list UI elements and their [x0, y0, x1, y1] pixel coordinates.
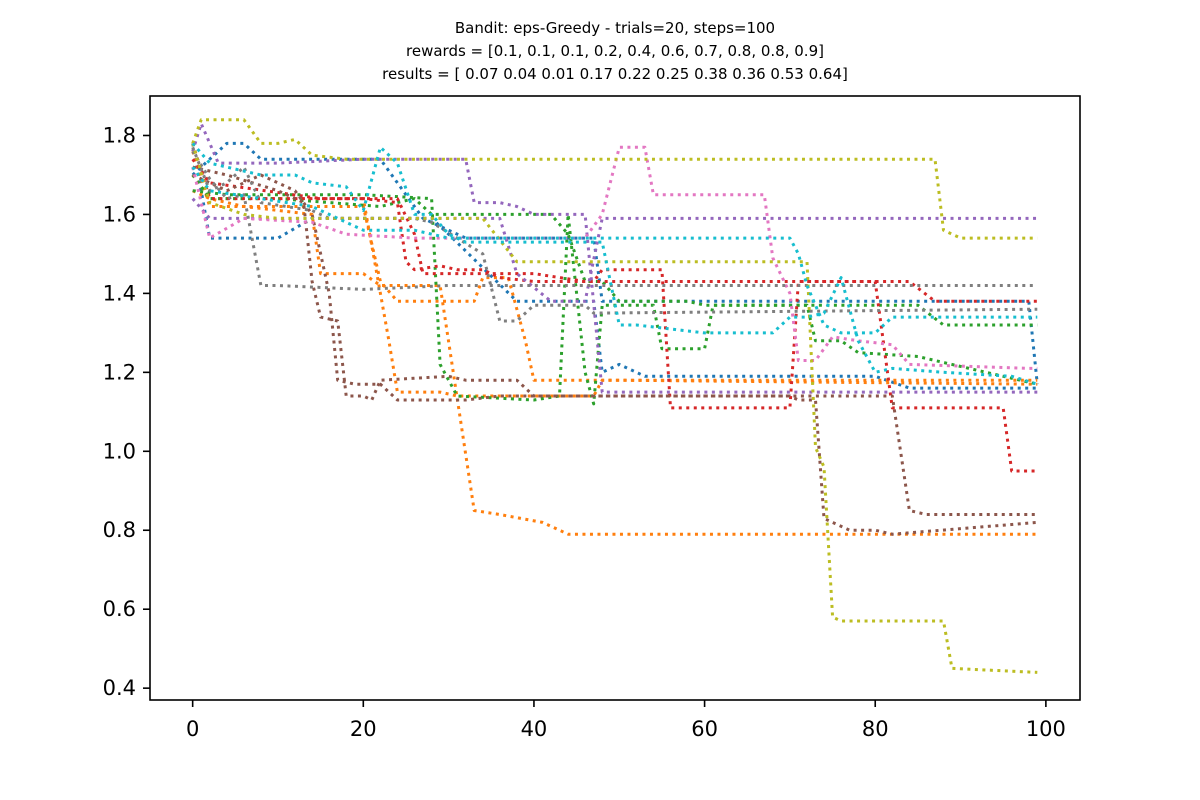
series-line [191, 150, 1038, 386]
series-line [191, 166, 1038, 335]
series-line [191, 150, 1038, 291]
y-axis: 0.4 0.6 0.8 1.0 1.2 1.4 1.6 1.8 [103, 123, 150, 700]
y-tick-label: 1.8 [103, 123, 136, 147]
series-line [192, 189, 1038, 536]
series-line [191, 122, 1038, 394]
series-line [191, 146, 1038, 323]
x-tick-label: 20 [350, 717, 377, 741]
series-line [191, 142, 1038, 410]
series-line [192, 165, 1038, 536]
x-tick-label: 40 [521, 717, 548, 741]
x-tick-label: 100 [1026, 717, 1066, 741]
x-axis: 0 20 40 60 80 100 [186, 700, 1066, 741]
y-tick-label: 1.6 [103, 202, 136, 226]
series-line [191, 145, 1038, 370]
y-tick-label: 1.0 [103, 439, 136, 463]
plot-frame [149, 95, 1081, 701]
series-layer [191, 118, 1039, 674]
y-tick-label: 0.6 [103, 597, 136, 621]
y-tick-label: 1.4 [103, 281, 136, 305]
series-line [191, 174, 1038, 327]
series-line [191, 158, 1038, 473]
chart-subtitle-results: results = [ 0.07 0.04 0.01 0.17 0.22 0.2… [382, 65, 848, 83]
chart-subtitle-rewards: rewards = [0.1, 0.1, 0.1, 0.2, 0.4, 0.6,… [406, 42, 824, 60]
y-tick-label: 0.4 [103, 676, 136, 700]
series-line [191, 118, 1038, 240]
y-tick-label: 1.2 [103, 360, 136, 384]
x-tick-label: 60 [691, 717, 718, 741]
series-line [191, 141, 1039, 385]
y-tick-label: 0.8 [103, 518, 136, 542]
series-line [191, 174, 1038, 398]
x-tick-label: 80 [862, 717, 889, 741]
x-tick-label: 0 [186, 717, 199, 741]
chart-title: Bandit: eps-Greedy - trials=20, steps=10… [454, 19, 776, 37]
series-line [191, 142, 1038, 674]
series-line [191, 142, 1038, 386]
